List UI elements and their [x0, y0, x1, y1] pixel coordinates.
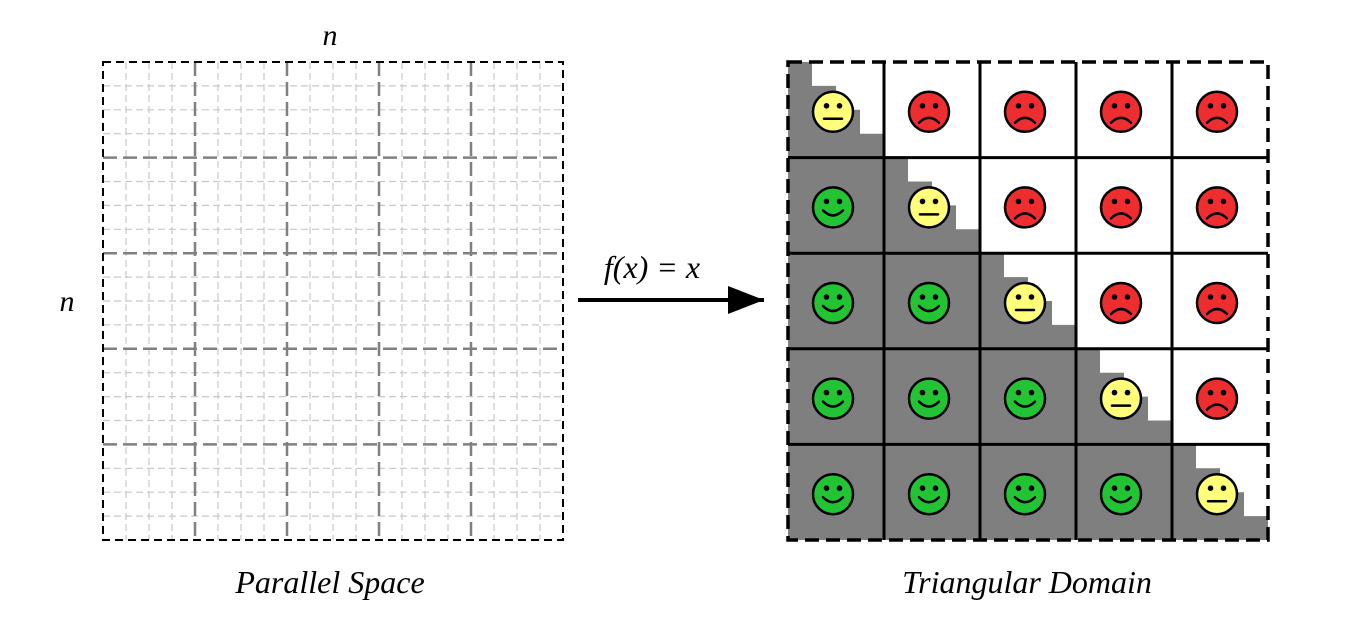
neutral-face-icon [1195, 472, 1239, 516]
n-top-label: n [323, 19, 338, 52]
smile-face-icon [811, 281, 855, 325]
parallel-space-caption: Parallel Space [234, 564, 424, 600]
parallel-space-grid [102, 61, 564, 541]
triangular-domain-border [786, 60, 1270, 542]
frown-face-icon [1195, 377, 1239, 420]
smile-face-icon [811, 186, 855, 229]
neutral-face-icon [1003, 281, 1047, 325]
smile-face-icon [811, 472, 855, 516]
smile-face-icon [907, 377, 951, 420]
neutral-face-icon [1099, 377, 1143, 420]
triangular-domain-grid [786, 60, 1270, 542]
frown-face-icon [1195, 186, 1239, 229]
triangular-domain-caption: Triangular Domain [902, 564, 1152, 600]
function-label: f(x) = x [604, 249, 700, 285]
frown-face-icon [1099, 90, 1143, 134]
smile-face-icon [1099, 472, 1143, 516]
n-left-label: n [60, 285, 75, 318]
neutral-face-icon [811, 90, 855, 134]
smile-face-icon [907, 472, 951, 516]
frown-face-icon [1195, 90, 1239, 134]
frown-face-icon [1099, 186, 1143, 229]
frown-face-icon [1003, 90, 1047, 134]
frown-face-icon [1003, 186, 1047, 229]
smile-face-icon [811, 377, 855, 420]
frown-face-icon [1195, 281, 1239, 325]
smile-face-icon [1003, 377, 1047, 420]
frown-face-icon [1099, 281, 1143, 325]
smile-face-icon [1003, 472, 1047, 516]
neutral-face-icon [907, 186, 951, 229]
smile-face-icon [907, 281, 951, 325]
frown-face-icon [907, 90, 951, 134]
